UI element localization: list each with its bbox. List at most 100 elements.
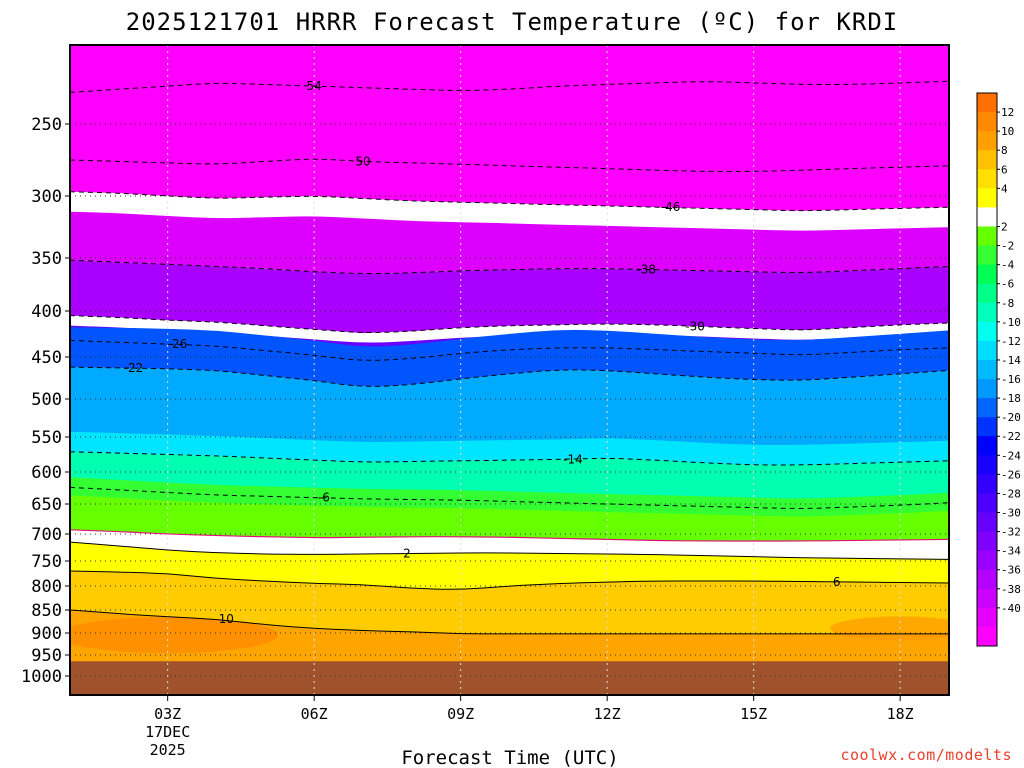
y-tick-label: 750 [31, 552, 62, 572]
colorbar-label: -22 [1001, 430, 1021, 443]
colorbar-label: -38 [1001, 583, 1021, 596]
colorbar-label: -32 [1001, 526, 1021, 539]
y-tick-label: 950 [31, 646, 62, 666]
x-tick-label: 18Z [887, 705, 914, 723]
contour-label: 2 [403, 546, 411, 560]
colorbar-swatch [977, 417, 997, 437]
plot-frame [69, 44, 950, 696]
y-tick-label: 1000 [21, 667, 62, 687]
x-tick-label: 15Z [740, 705, 767, 723]
y-axis-ticks: 250 300 350 400 450 500 550 600 650 700 750 800 850 9… [21, 115, 70, 687]
colorbar-label: -18 [1001, 392, 1021, 405]
x-tick-label: 12Z [594, 705, 621, 723]
grid-lines [70, 45, 949, 695]
y-tick-label: 600 [31, 463, 62, 483]
colorbar-swatch [977, 207, 997, 227]
colorbar-swatch [977, 550, 997, 571]
colorbar-swatch [977, 626, 997, 647]
colorbar-label: -6 [1001, 278, 1014, 291]
temp-band-10 [70, 495, 949, 541]
temp-band-13 [70, 571, 949, 634]
colorbar-swatch [977, 512, 997, 533]
temperature-field [70, 45, 949, 695]
contour-label: -26 [168, 337, 188, 351]
contour-label: -22 [124, 361, 144, 375]
colorbar-label: -14 [1001, 354, 1021, 367]
colorbar-label: 6 [1001, 163, 1008, 176]
colorbar-label: -2 [1001, 240, 1014, 253]
contour-line [70, 609, 949, 635]
y-tick-label: 900 [31, 624, 62, 644]
contour-line [70, 315, 949, 333]
colorbar-label: -16 [1001, 373, 1021, 386]
credit-link[interactable]: coolwx.com/modelts [840, 746, 1012, 764]
colorbar-label: 4 [1001, 182, 1008, 195]
colorbar-label: 10 [1001, 125, 1014, 138]
x-tick-label: 09Z [447, 705, 474, 723]
y-tick-label: 500 [31, 390, 62, 410]
colorbar-swatch [977, 436, 997, 456]
colorbar-swatch [977, 359, 997, 380]
y-tick-label: 850 [31, 601, 62, 621]
contour-line [70, 570, 949, 590]
x-tick-sublabel: 17DEC [145, 723, 190, 741]
x-tick-label: 03Z [154, 705, 181, 723]
colorbar-swatch [977, 588, 997, 609]
contour-label: -30 [685, 320, 705, 334]
x-tick-sublabel: 2025 [150, 741, 186, 759]
warm-core [70, 617, 278, 654]
contour-line [70, 339, 949, 361]
colorbar: 12 10 8 6 4 2 -2 -4 -6 -8 -10 -12 -14 -16 -18 -20 -22 -24… [976, 92, 1021, 647]
colorbar-label: -26 [1001, 468, 1021, 481]
temp-band-12 [70, 542, 949, 590]
temp-band-2 [70, 260, 949, 334]
colorbar-swatch [977, 569, 997, 590]
contour-line [70, 158, 949, 173]
contour-line [70, 541, 949, 560]
colorbar-swatch [977, 379, 997, 399]
y-tick-label: 300 [31, 187, 62, 207]
contour-label: -38 [636, 263, 656, 277]
colorbar-label: -8 [1001, 297, 1014, 310]
colorbar-swatch [977, 283, 997, 304]
contour-line [70, 259, 949, 275]
colorbar-label: -24 [1001, 449, 1021, 462]
colorbar-swatch [977, 474, 997, 494]
below-ground [70, 661, 949, 695]
colorbar-swatch [977, 264, 997, 285]
colorbar-swatch [977, 112, 997, 132]
contour-line [70, 191, 949, 212]
colorbar-swatch [977, 169, 997, 189]
colorbar-label: -30 [1001, 507, 1021, 520]
y-tick-label: 700 [31, 525, 62, 545]
colorbar-label: -34 [1001, 545, 1021, 558]
colorbar-label: -10 [1001, 316, 1021, 329]
colorbar-frame [976, 92, 998, 647]
y-tick-label: 450 [31, 348, 62, 368]
contour-line [70, 366, 949, 387]
contour-label: 6 [833, 575, 841, 589]
colorbar-swatch [977, 607, 997, 628]
colorbar-label: -40 [1001, 602, 1021, 615]
colorbar-swatch [977, 321, 997, 342]
contour-label: 50 [355, 154, 370, 168]
contour-line [70, 529, 949, 542]
y-tick-label: 800 [31, 577, 62, 597]
colorbar-swatch [977, 493, 997, 514]
contour-label: -6 [318, 491, 330, 505]
contour-line [70, 80, 949, 93]
contour-label: 10 [219, 612, 234, 626]
colorbar-label: -28 [1001, 487, 1021, 500]
y-tick-label: 350 [31, 249, 62, 269]
y-tick-label: 650 [31, 495, 62, 515]
colorbar-swatch [977, 302, 997, 323]
colorbar-swatch [977, 226, 997, 247]
contour-label: -46 [661, 200, 681, 214]
colorbar-label: 2 [1001, 220, 1008, 233]
y-tick-label: 250 [31, 115, 62, 135]
colorbar-swatch [977, 93, 997, 113]
temp-band-0 [70, 45, 949, 211]
colorbar-label: 12 [1001, 106, 1014, 119]
contour-line [70, 451, 949, 466]
